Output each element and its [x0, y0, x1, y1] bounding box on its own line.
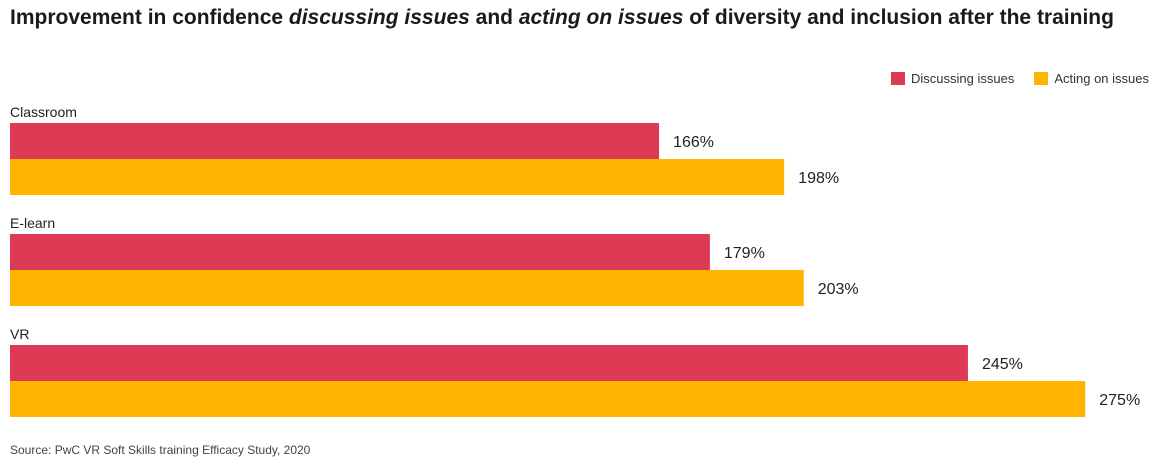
chart-title: Improvement in confidence discussing iss… [10, 4, 1150, 31]
bar-classroom-acting [10, 159, 785, 195]
legend-swatch-discussing [891, 72, 905, 85]
value-label-vr-discussing: 245% [982, 356, 1023, 373]
bar-e-learn-acting [10, 270, 804, 306]
bar-chart: Classroom 166% 198% E-learn 179% 203% VR 245% 27… [10, 104, 1140, 417]
bar-vr-acting [10, 381, 1086, 417]
bar-classroom-discussing [10, 123, 660, 159]
title-part-3: of diversity and inclusion after the tra… [683, 6, 1114, 29]
category-label-e-learn: E-learn [10, 215, 55, 231]
value-label-vr-acting: 275% [1099, 392, 1140, 409]
legend: Discussing issues Acting on issues [871, 71, 1149, 86]
legend-label-discussing: Discussing issues [911, 71, 1015, 86]
value-label-classroom-discussing: 166% [673, 134, 714, 151]
title-emphasis-discussing: discussing issues [288, 6, 470, 29]
value-label-classroom-acting: 198% [798, 170, 839, 187]
title-part-2: and [469, 6, 519, 29]
title-emphasis-acting: acting on issues [518, 6, 684, 29]
value-label-e-learn-acting: 203% [818, 281, 859, 298]
category-label-classroom: Classroom [10, 104, 77, 120]
source-note: Source: PwC VR Soft Skills training Effi… [10, 443, 311, 457]
category-label-vr: VR [10, 326, 29, 342]
value-label-e-learn-discussing: 179% [724, 245, 765, 262]
bar-vr-discussing [10, 345, 968, 381]
legend-swatch-acting [1034, 72, 1049, 85]
bar-e-learn-discussing [10, 234, 710, 270]
title-part-1: Improvement in confidence [10, 6, 289, 29]
legend-label-acting: Acting on issues [1054, 71, 1149, 86]
legend-item-discussing: Discussing issues [891, 71, 1014, 86]
legend-item-acting: Acting on issues [1034, 71, 1149, 86]
